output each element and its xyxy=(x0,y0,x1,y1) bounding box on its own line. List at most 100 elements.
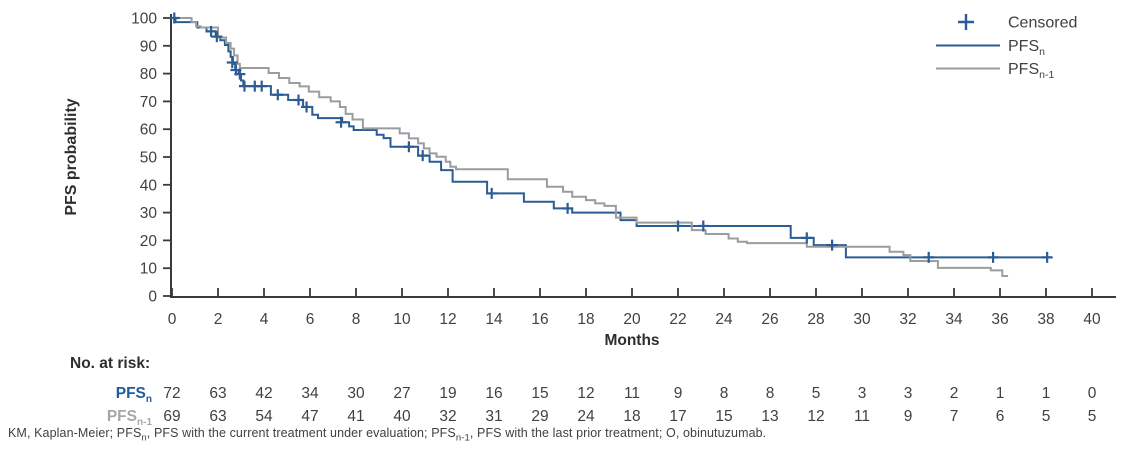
censor-mark xyxy=(486,187,498,199)
x-tick-label: 26 xyxy=(761,311,778,328)
risk-count: 72 xyxy=(163,385,181,402)
risk-count: 1 xyxy=(995,385,1005,402)
risk-count: 63 xyxy=(209,408,227,425)
x-tick-label: 20 xyxy=(623,311,641,328)
x-tick-label: 0 xyxy=(168,311,177,328)
risk-count: 5 xyxy=(811,385,821,402)
censor-mark xyxy=(335,116,347,128)
censored-plus-icon xyxy=(958,14,974,30)
risk-count: 32 xyxy=(439,408,457,425)
risk-count: 8 xyxy=(719,385,729,402)
risk-count: 47 xyxy=(301,408,319,425)
risk-count: 17 xyxy=(669,408,687,425)
footnote: KM, Kaplan-Meier; PFSn, PFS with the cur… xyxy=(8,426,767,444)
x-tick-label: 6 xyxy=(306,311,315,328)
risk-count: 30 xyxy=(347,385,365,402)
y-axis-title: PFS probability xyxy=(63,98,80,215)
risk-count: 31 xyxy=(485,408,503,425)
risk-count: 13 xyxy=(761,408,779,425)
risk-count: 12 xyxy=(807,408,825,425)
legend-label: PFSn xyxy=(1008,38,1045,58)
risk-count: 15 xyxy=(531,385,549,402)
y-tick-label: 70 xyxy=(140,94,158,111)
risk-count: 18 xyxy=(623,408,641,425)
km-curve-pfs-n-1 xyxy=(172,17,1009,277)
censor-mark xyxy=(1041,251,1053,263)
risk-count: 5 xyxy=(1087,408,1097,425)
risk-count: 9 xyxy=(673,385,683,402)
risk-count: 63 xyxy=(209,385,227,402)
risk-count: 41 xyxy=(347,408,365,425)
risk-count: 12 xyxy=(577,385,595,402)
censor-mark xyxy=(272,89,284,101)
x-tick-label: 12 xyxy=(439,311,456,328)
x-tick-label: 10 xyxy=(393,311,411,328)
risk-count: 7 xyxy=(949,408,959,425)
y-tick-label: 0 xyxy=(148,289,157,306)
censor-mark xyxy=(226,56,238,68)
legend-item-pfsn-1: PFSn-1 xyxy=(936,61,1054,81)
x-tick-label: 32 xyxy=(899,311,916,328)
series-curves xyxy=(172,17,1051,277)
x-tick-label: 28 xyxy=(807,311,824,328)
x-tick-label: 16 xyxy=(531,311,548,328)
censor-mark xyxy=(234,68,246,80)
km-curve-pfs-n xyxy=(172,17,1051,259)
x-tick-label: 14 xyxy=(485,311,503,328)
risk-count: 19 xyxy=(439,385,457,402)
censor-mark xyxy=(801,232,813,244)
legend-item-censored: Censored xyxy=(958,14,1077,32)
risk-count: 6 xyxy=(995,408,1005,425)
risk-count: 11 xyxy=(623,385,641,402)
y-tick-label: 20 xyxy=(140,233,158,250)
x-tick-label: 8 xyxy=(352,311,361,328)
y-tick-label: 50 xyxy=(140,150,158,167)
censor-mark xyxy=(403,141,415,153)
risk-count: 69 xyxy=(163,408,181,425)
risk-count: 16 xyxy=(485,385,503,402)
censor-mark xyxy=(672,220,684,232)
risk-count: 11 xyxy=(853,408,871,425)
risk-count: 1 xyxy=(1041,385,1051,402)
censor-marks xyxy=(168,12,1053,263)
risk-count: 3 xyxy=(857,385,867,402)
x-tick-label: 38 xyxy=(1037,311,1054,328)
risk-count: 54 xyxy=(255,408,273,425)
x-tick-label: 40 xyxy=(1083,311,1101,328)
risk-count: 8 xyxy=(765,385,775,402)
legend-label: PFSn-1 xyxy=(1008,61,1054,81)
x-tick-label: 24 xyxy=(715,311,733,328)
risk-count: 0 xyxy=(1087,385,1097,402)
x-tick-label: 2 xyxy=(214,311,223,328)
censor-mark xyxy=(256,80,268,92)
risk-count: 2 xyxy=(949,385,959,402)
y-tick-label: 30 xyxy=(140,205,158,222)
x-tick-label: 34 xyxy=(945,311,963,328)
y-tick-label: 60 xyxy=(140,122,158,139)
censor-mark xyxy=(562,202,574,214)
censor-mark xyxy=(205,25,217,37)
legend: Censored PFSn PFSn-1 xyxy=(936,14,1077,81)
x-axis-title: Months xyxy=(604,332,659,349)
censor-mark xyxy=(826,239,838,251)
x-tick-label: 22 xyxy=(669,311,686,328)
risk-count: 24 xyxy=(577,408,595,425)
x-tick-label: 30 xyxy=(853,311,871,328)
y-tick-label: 10 xyxy=(140,261,158,278)
censor-mark xyxy=(238,80,250,92)
censor-mark xyxy=(301,101,313,113)
censor-mark xyxy=(211,31,223,43)
risk-count: 40 xyxy=(393,408,411,425)
risk-count: 15 xyxy=(715,408,733,425)
risk-count: 27 xyxy=(393,385,411,402)
censor-mark xyxy=(168,12,180,24)
risk-count: 34 xyxy=(301,385,319,402)
y-tick-label: 100 xyxy=(131,11,157,28)
legend-label: Censored xyxy=(1008,15,1077,32)
risk-count: 3 xyxy=(903,385,913,402)
risk-count: 5 xyxy=(1041,408,1051,425)
censor-mark xyxy=(417,150,429,162)
x-tick-label: 36 xyxy=(991,311,1008,328)
